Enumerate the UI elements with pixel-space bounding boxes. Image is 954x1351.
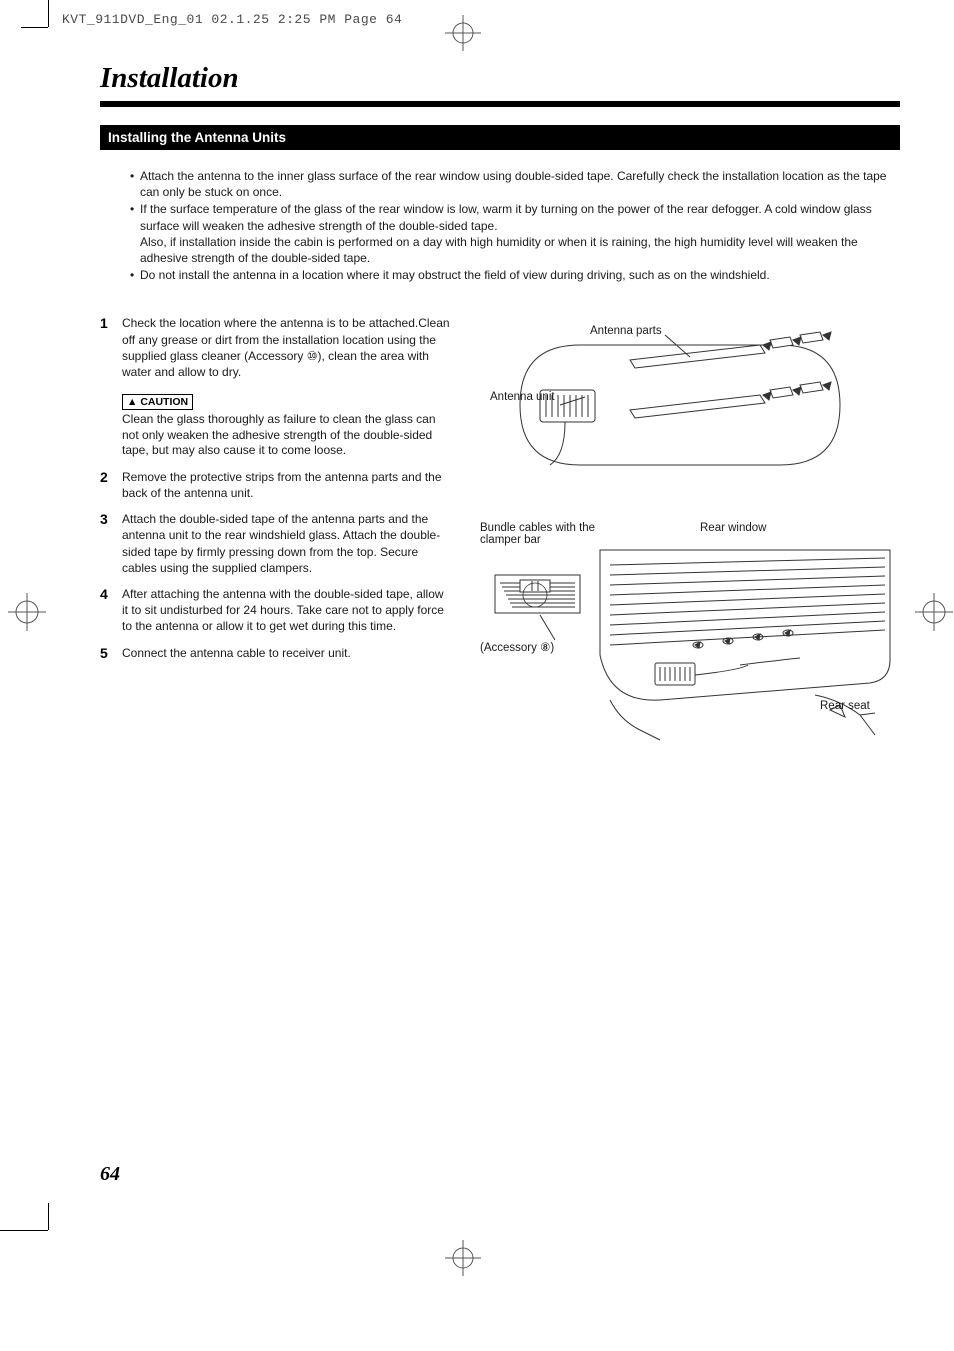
page-number: 64 (100, 1163, 120, 1186)
step-text: Remove the protective strips from the an… (122, 469, 450, 501)
title-rule (100, 101, 900, 107)
step-item: 5 Connect the antenna cable to receiver … (100, 645, 450, 661)
step-text: Check the location where the antenna is … (122, 315, 450, 380)
page-header: KVT_911DVD_Eng_01 02.1.25 2:25 PM Page 6… (62, 12, 402, 27)
caution-label: ▲ CAUTION (122, 394, 193, 410)
diagram-label: Bundle cables with the clamper bar (480, 522, 620, 546)
diagram-label: Antenna parts (590, 325, 662, 337)
crop-mark (0, 1230, 48, 1231)
page-title: Installation (100, 62, 900, 95)
registration-mark-icon (915, 593, 953, 631)
registration-mark-icon (445, 15, 481, 51)
diagram-label: Antenna unit (490, 391, 555, 403)
rear-window-diagram: Bundle cables with the clamper bar Rear … (480, 525, 900, 745)
step-item: 2 Remove the protective strips from the … (100, 469, 450, 501)
bullet-item: Do not install the antenna in a location… (140, 267, 888, 283)
steps-column: 1 Check the location where the antenna i… (100, 315, 450, 745)
step-number: 2 (100, 469, 112, 501)
step-item: 3 Attach the double-sided tape of the an… (100, 511, 450, 576)
caution-label-text: CAUTION (140, 396, 188, 408)
bullet-list: Attach the antenna to the inner glass su… (100, 168, 888, 283)
step-number: 3 (100, 511, 112, 576)
registration-mark-icon (445, 1240, 481, 1276)
step-text: Connect the antenna cable to receiver un… (122, 645, 351, 661)
bullet-item: If the surface temperature of the glass … (140, 201, 888, 266)
step-item: 4 After attaching the antenna with the d… (100, 586, 450, 635)
step-text: After attaching the antenna with the dou… (122, 586, 450, 635)
registration-mark-icon (8, 593, 46, 631)
crop-mark (48, 0, 49, 27)
diagrams-column: Antenna parts Antenna unit (480, 315, 890, 745)
step-item: 1 Check the location where the antenna i… (100, 315, 450, 380)
step-text: Attach the double-sided tape of the ante… (122, 511, 450, 576)
bullet-item: Attach the antenna to the inner glass su… (140, 168, 888, 200)
diagram-label: Rear seat (820, 700, 870, 712)
step-number: 4 (100, 586, 112, 635)
step-number: 5 (100, 645, 112, 661)
section-heading: Installing the Antenna Units (100, 125, 900, 150)
step-number: 1 (100, 315, 112, 380)
diagram-label: (Accessory ⑧) (480, 640, 554, 654)
antenna-diagram: Antenna parts Antenna unit (490, 315, 870, 495)
caution-text: Clean the glass thoroughly as failure to… (122, 412, 450, 459)
diagram-label: Rear window (700, 522, 766, 534)
